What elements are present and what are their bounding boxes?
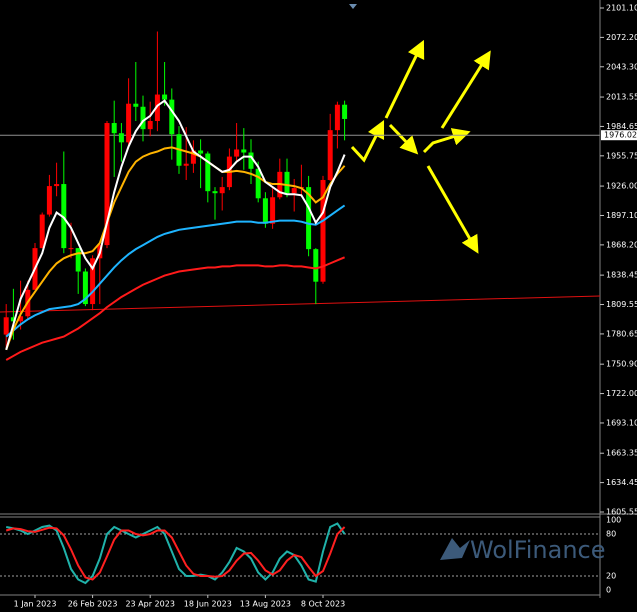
candle-body (262, 198, 268, 224)
shift-marker (349, 4, 357, 9)
y-tick-label: 1750.90 (606, 360, 637, 369)
candle-body (205, 153, 211, 192)
moving-average (5, 256, 345, 361)
moving-average (5, 99, 346, 351)
candle-body (169, 99, 175, 135)
arrow (350, 119, 385, 163)
candle-body (284, 171, 290, 194)
candle-body (342, 104, 348, 119)
y-tick-label: 2101.10 (606, 4, 637, 13)
arrow (426, 165, 479, 254)
candle-body (327, 130, 333, 180)
candle-body (46, 186, 52, 215)
y-tick-label: 1838.45 (606, 271, 637, 280)
candle-body (54, 184, 60, 187)
candle-body (219, 187, 225, 194)
candle-body (248, 152, 254, 169)
moving-average (5, 204, 346, 338)
x-tick-label: 8 Oct 2023 (301, 600, 345, 609)
candle-body (10, 317, 16, 322)
candle-body (104, 123, 110, 246)
y-tick-label: 1926.00 (606, 182, 637, 191)
last-price-box (601, 130, 637, 141)
oscillator-line (5, 526, 346, 581)
arrow (422, 128, 471, 154)
y-tick-label: 1634.45 (606, 478, 637, 487)
y-tick-label: 1722.00 (606, 389, 637, 398)
y-tick-label: 1663.35 (606, 449, 637, 458)
candle-body (133, 103, 139, 107)
candle-body (18, 316, 24, 322)
candle-body (212, 191, 218, 194)
y-tick-label: 100 (606, 516, 621, 525)
x-tick-label: 23 Apr 2023 (125, 600, 174, 609)
x-tick-label: 18 Jun 2023 (184, 600, 232, 609)
arrow (440, 50, 491, 129)
oscillator-line (6, 522, 346, 585)
y-tick-label: 1984.65 (606, 122, 637, 131)
x-tick-label: 13 Aug 2023 (240, 600, 291, 609)
y-tick-label: 1605.55 (606, 508, 637, 517)
candle-body (183, 163, 189, 166)
candle-body (118, 133, 124, 143)
candle-body (306, 187, 312, 250)
y-tick-label: 2043.30 (606, 62, 637, 71)
y-tick-label: 1897.10 (606, 211, 637, 220)
trend-line (0, 295, 601, 313)
arrow (384, 39, 425, 119)
candle-body (147, 120, 153, 130)
y-tick-label: 1693.10 (606, 418, 637, 427)
candle-body (111, 123, 117, 134)
y-tick-label: 0 (606, 586, 611, 595)
candle-body (126, 103, 132, 143)
candle-body (270, 197, 276, 224)
candle-body (234, 149, 240, 157)
candle-body (198, 150, 204, 154)
candle-body (90, 258, 96, 305)
arrow (388, 123, 419, 155)
candle-body (334, 104, 340, 131)
candle-body (190, 150, 196, 164)
candle-body (313, 249, 319, 282)
y-tick-label: 1780.65 (606, 329, 637, 338)
y-tick-label: 2013.55 (606, 93, 637, 102)
candle-body (140, 106, 146, 130)
candle-body (162, 94, 168, 100)
candle-body (291, 188, 297, 194)
y-tick-label: 1868.20 (606, 240, 637, 249)
candle-body (154, 94, 160, 121)
y-tick-label: 2072.20 (606, 33, 637, 42)
last-price-label: 1976.02 (604, 131, 637, 140)
candle-body (82, 271, 88, 305)
y-tick-label: 20 (606, 572, 616, 581)
candle-body (61, 184, 67, 249)
candle-body (241, 149, 247, 153)
moving-average (5, 146, 346, 351)
y-tick-label: 1955.75 (606, 151, 637, 160)
y-tick-label: 80 (606, 530, 616, 539)
y-tick-label: 1809.55 (606, 300, 637, 309)
x-tick-label: 1 Jan 2023 (14, 600, 57, 609)
x-tick-label: 26 Feb 2023 (68, 600, 118, 609)
candle-body (3, 317, 9, 335)
candle-body (255, 168, 261, 199)
candle-body (68, 248, 74, 250)
watermark: WolFinance (470, 536, 606, 564)
forecast-arrows (350, 39, 491, 254)
candle-body (75, 248, 81, 272)
watermark-logo (440, 538, 470, 560)
candle-body (39, 214, 45, 249)
candle-body (320, 179, 326, 282)
